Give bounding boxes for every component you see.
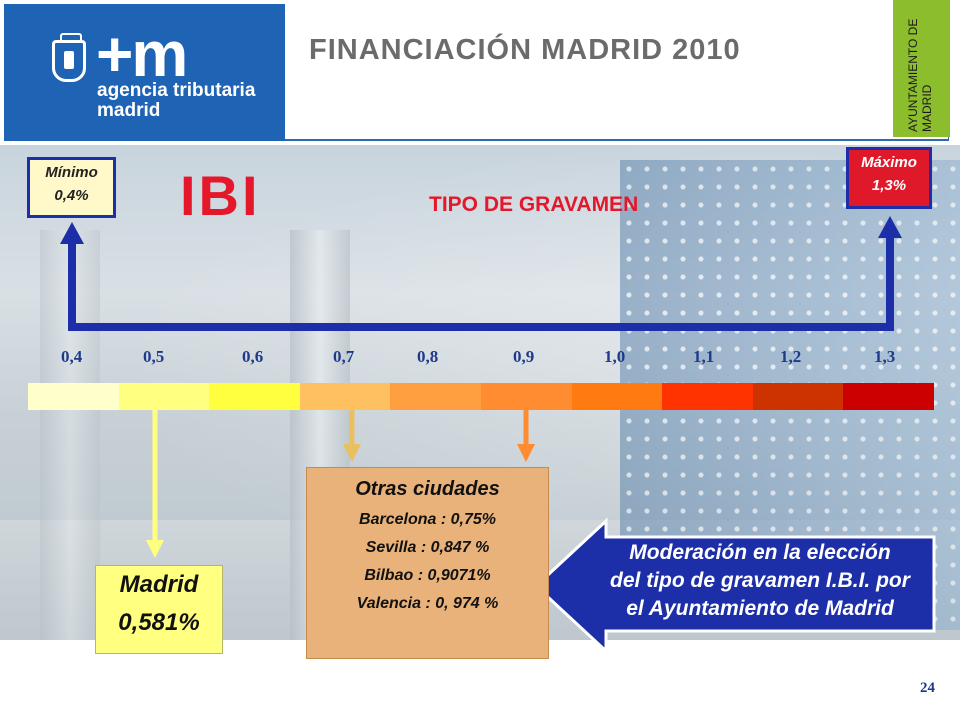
scale-label: 0,9	[513, 347, 535, 366]
other-city-item: Bilbao : 0,9071%	[364, 567, 491, 584]
range-bracket-arrow	[68, 232, 894, 331]
scale-segment	[209, 383, 300, 410]
scale-segment	[480, 383, 572, 410]
madrid-name: Madrid	[119, 571, 199, 598]
scale-label: 1,3	[874, 347, 896, 366]
scale-label: 0,6	[242, 347, 264, 366]
max-arrowhead	[878, 216, 902, 238]
page-number: 24	[920, 680, 935, 696]
maximum-label: Máximo	[861, 154, 917, 171]
min-arrowhead	[60, 222, 84, 244]
scale-label: 0,7	[333, 347, 355, 366]
other-city-item: Barcelona : 0,75%	[359, 511, 496, 528]
message-line: Moderación en la elección	[629, 541, 891, 564]
color-scale-bar	[28, 383, 934, 410]
maximum-value: 1,3%	[871, 177, 907, 194]
maximum-box: Máximo 1,3%	[846, 147, 932, 209]
message-text: Moderación en la elección del tipo de gr…	[585, 539, 935, 623]
pointer-07-head	[343, 444, 361, 462]
ibi-heading: IBI	[180, 164, 261, 227]
logo	[4, 4, 285, 141]
scale-label: 1,0	[604, 347, 626, 366]
madrid-box: Madrid 0,581%	[95, 565, 223, 654]
other-city-item: Valencia : 0, 974 %	[356, 595, 499, 612]
scale-segment	[28, 383, 119, 410]
scale-segment	[752, 383, 844, 410]
scale-segment	[662, 383, 753, 410]
scale-label: 0,8	[417, 347, 439, 366]
message-line: del tipo de gravamen I.B.I. por	[610, 569, 910, 592]
scale-label: 1,1	[693, 347, 715, 366]
minimum-label: Mínimo	[45, 164, 98, 181]
tipo-gravamen-heading: TIPO DE GRAVAMEN	[429, 193, 639, 216]
other-cities-title: Otras ciudades	[355, 478, 500, 500]
madrid-pointer-head	[146, 540, 164, 558]
message-line: el Ayuntamiento de Madrid	[626, 597, 894, 620]
scale-segment	[571, 383, 663, 410]
scale-segment	[299, 383, 391, 410]
message-arrow	[533, 517, 936, 655]
minimum-box: Mínimo 0,4%	[27, 157, 116, 218]
logo-text-agency: agencia tributaria	[97, 80, 256, 101]
scale-label: 0,5	[143, 347, 165, 366]
logo-mark: +m	[96, 18, 188, 90]
page-title: FINANCIACIÓN MADRID 2010	[309, 34, 741, 66]
scale-label: 0,4	[61, 347, 83, 366]
scale-segment	[118, 383, 210, 410]
side-tab	[893, 0, 950, 137]
minimum-value: 0,4%	[54, 187, 89, 204]
other-city-item: Sevilla : 0,847 %	[365, 539, 490, 556]
scale-segment	[390, 383, 481, 410]
madrid-value: 0,581%	[118, 609, 200, 636]
scale-label: 1,2	[780, 347, 802, 366]
pointer-09-head	[517, 444, 535, 462]
other-cities-box: Otras ciudades Barcelona : 0,75% Sevilla…	[306, 467, 549, 659]
logo-text-madrid: madrid	[97, 100, 161, 121]
madrid-crest-icon	[52, 33, 86, 82]
scale-segment	[843, 383, 934, 410]
